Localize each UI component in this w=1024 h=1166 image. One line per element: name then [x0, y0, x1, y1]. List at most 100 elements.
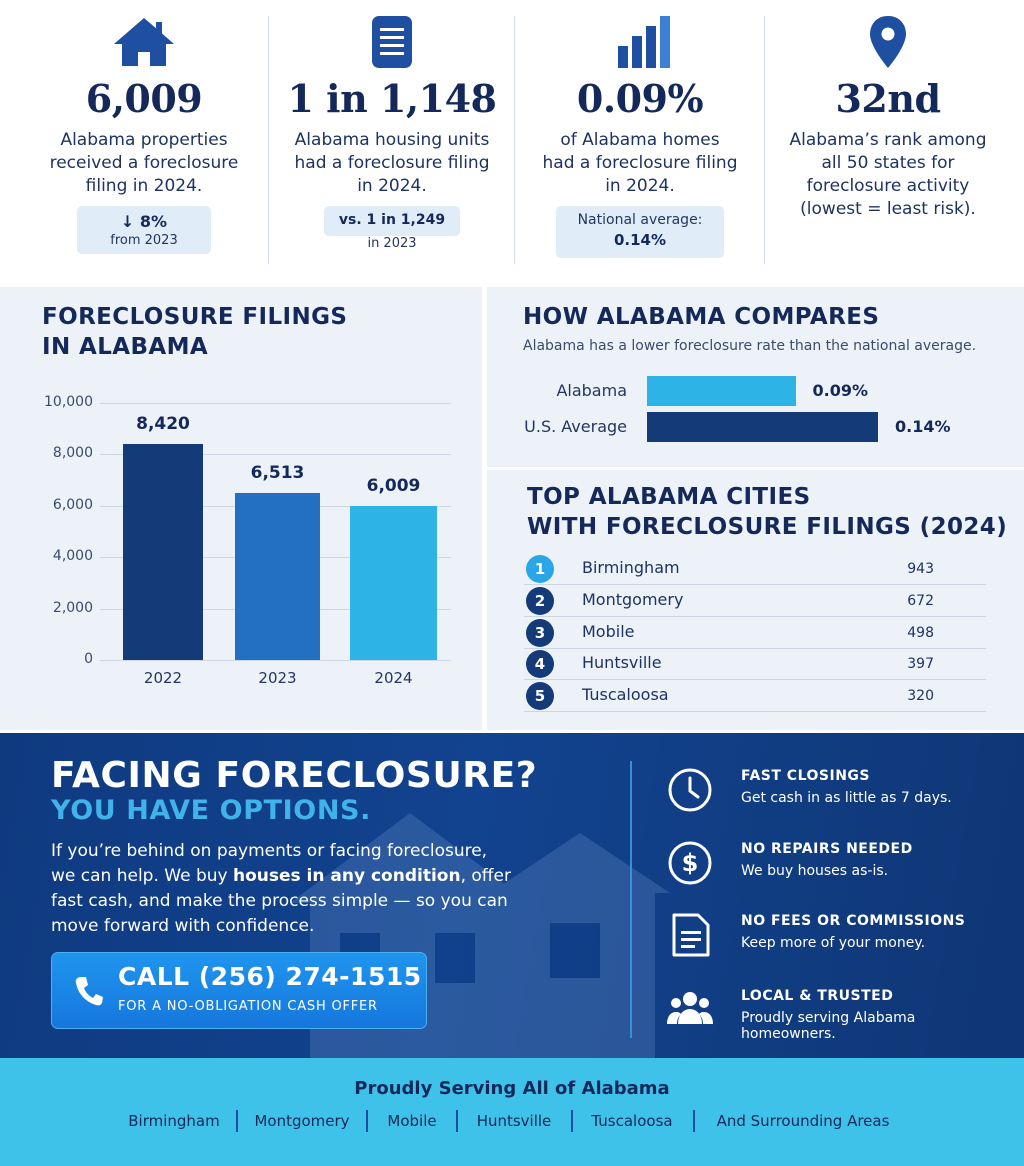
badge-sub: 0.14% — [613, 231, 667, 249]
city-name: Tuscaloosa — [582, 685, 669, 704]
footer-city: Huntsville — [476, 1112, 552, 1130]
benefit-title: NO REPAIRS NEEDED — [741, 841, 913, 857]
house-icon — [114, 18, 174, 66]
filings-title: FORECLOSURE FILINGS IN ALABAMA — [42, 302, 347, 362]
chart-gridline — [100, 660, 451, 661]
city-count: 672 — [907, 593, 934, 609]
filings-title-line2: IN ALABAMA — [42, 334, 209, 360]
city-row: 4 Huntsville 397 — [524, 648, 986, 680]
chart-gridline — [100, 403, 451, 404]
city-count: 320 — [907, 688, 934, 704]
compare-bar — [647, 376, 796, 406]
compare-value: 0.14% — [895, 417, 951, 436]
stat-description: Alabama’s rank among all 50 states for f… — [789, 130, 987, 219]
stat-national-badge: National average: 0.14% — [556, 206, 724, 258]
badge-main: vs. 1 in 1,249 — [338, 212, 446, 228]
city-row: 3 Mobile 498 — [524, 617, 986, 649]
cta-divider — [630, 761, 632, 1038]
y-tick-label: 2,000 — [52, 599, 93, 616]
rank-badge: 4 — [526, 650, 554, 678]
city-count: 498 — [907, 625, 934, 641]
stat-properties: 6,009 Alabama properties received a fore… — [20, 0, 268, 285]
stat-value: 0.09% — [576, 76, 704, 121]
call-button-label: CALL (256) 274-1515 — [118, 962, 422, 991]
benefit-title: NO FEES OR COMMISSIONS — [741, 913, 966, 929]
location-pin-icon — [870, 16, 906, 68]
footer-city: Montgomery — [254, 1112, 350, 1130]
cta-text: If you’re behind on payments or facing f… — [51, 841, 488, 886]
cta-heading: FACING FORECLOSURE? — [51, 755, 538, 796]
benefit-no-repairs: $ NO REPAIRS NEEDED We buy houses as-is. — [666, 839, 1006, 889]
benefit-no-fees: NO FEES OR COMMISSIONS Keep more of your… — [666, 911, 1006, 961]
badge-main: ↓ 8% — [120, 212, 168, 231]
city-row: 5 Tuscaloosa 320 — [524, 680, 986, 712]
footer-city: Birmingham — [128, 1112, 220, 1130]
bar-2024 — [350, 505, 437, 660]
y-tick-label: 6,000 — [52, 496, 93, 513]
stat-ratio: 1 in 1,148 Alabama housing units had a f… — [272, 0, 512, 285]
benefit-title: FAST CLOSINGS — [741, 768, 870, 784]
compare-value: 0.09% — [812, 381, 869, 400]
rank-badge: 3 — [526, 619, 554, 647]
divider — [764, 16, 765, 264]
cities-title: TOP ALABAMA CITIES WITH FORECLOSURE FILI… — [527, 482, 1007, 542]
footer: Proudly Serving All of Alabama Birmingha… — [0, 1058, 1024, 1166]
city-count: 397 — [907, 656, 934, 672]
stat-rank: 32nd Alabama’s rank among all 50 states … — [770, 0, 1006, 285]
people-icon — [667, 992, 713, 1024]
divider — [514, 16, 515, 264]
bar-2022 — [123, 443, 203, 660]
y-tick-label: 4,000 — [52, 548, 93, 565]
stat-description: Alabama housing units had a foreclosure … — [294, 130, 490, 196]
call-button-sublabel: FOR A NO-OBLIGATION CASH OFFER — [118, 999, 378, 1014]
benefit-text: Get cash in as little as 7 days. — [741, 790, 952, 806]
chart-gridline — [100, 454, 451, 456]
city-row: 1 Birmingham 943 — [524, 553, 986, 585]
badge-sub: in 2023 — [367, 236, 417, 251]
call-button[interactable]: CALL (256) 274-1515 FOR A NO-OBLIGATION … — [51, 952, 427, 1029]
compare-bar — [647, 412, 878, 442]
filings-title-line1: FORECLOSURE FILINGS — [42, 304, 348, 330]
rank-badge: 1 — [526, 555, 554, 583]
city-name: Huntsville — [582, 653, 662, 672]
svg-text:$: $ — [682, 849, 699, 877]
phone-icon — [75, 977, 103, 1006]
stat-change-badge: ↓ 8% from 2023 — [77, 206, 211, 254]
bar-chart-icon — [618, 16, 670, 68]
stat-value: 6,009 — [85, 76, 203, 121]
receipt-icon — [672, 913, 710, 957]
city-name: Mobile — [582, 622, 635, 641]
footer-separator — [236, 1110, 238, 1132]
y-tick-label: 8,000 — [52, 445, 93, 462]
benefit-text: Keep more of your money. — [741, 935, 926, 951]
badge-sub: from 2023 — [110, 233, 178, 248]
footer-separator — [456, 1110, 458, 1132]
stat-description: of Alabama homes had a foreclosure filin… — [542, 130, 738, 196]
footer-title: Proudly Serving All of Alabama — [354, 1078, 670, 1099]
footer-separator — [693, 1110, 695, 1132]
document-icon — [372, 16, 412, 68]
compare-label: Alabama — [556, 381, 627, 400]
footer-city: Mobile — [387, 1112, 437, 1130]
x-tick-label: 2022 — [143, 669, 183, 687]
benefit-text: We buy houses as-is. — [741, 863, 889, 879]
stat-value: 32nd — [835, 76, 941, 121]
rank-badge: 5 — [526, 682, 554, 710]
cta-section: FACING FORECLOSURE? YOU HAVE OPTIONS. If… — [0, 733, 1024, 1058]
x-tick-label: 2023 — [258, 669, 297, 687]
cities-title-line1: TOP ALABAMA CITIES — [527, 484, 811, 510]
stat-percent: 0.09% of Alabama homes had a foreclosure… — [518, 0, 762, 285]
cta-text: , offer fast cash, and make the process … — [51, 866, 511, 936]
footer-city: And Surrounding Areas — [716, 1112, 890, 1130]
cta-text-bold: houses in any condition — [232, 866, 461, 886]
city-name: Birmingham — [582, 558, 680, 577]
benefit-fast-closings: FAST CLOSINGS Get cash in as little as 7… — [666, 766, 1006, 816]
stat-compare-badge: vs. 1 in 1,249 — [324, 206, 460, 236]
y-tick-label: 10,000 — [44, 394, 93, 410]
footer-separator — [571, 1110, 573, 1132]
compare-subtitle: Alabama has a lower foreclosure rate tha… — [523, 338, 977, 354]
cities-title-line2: WITH FORECLOSURE FILINGS (2024) — [527, 514, 1008, 540]
stats-row: 6,009 Alabama properties received a fore… — [0, 0, 1024, 285]
bar-2023 — [235, 492, 320, 660]
city-count: 943 — [907, 561, 934, 577]
